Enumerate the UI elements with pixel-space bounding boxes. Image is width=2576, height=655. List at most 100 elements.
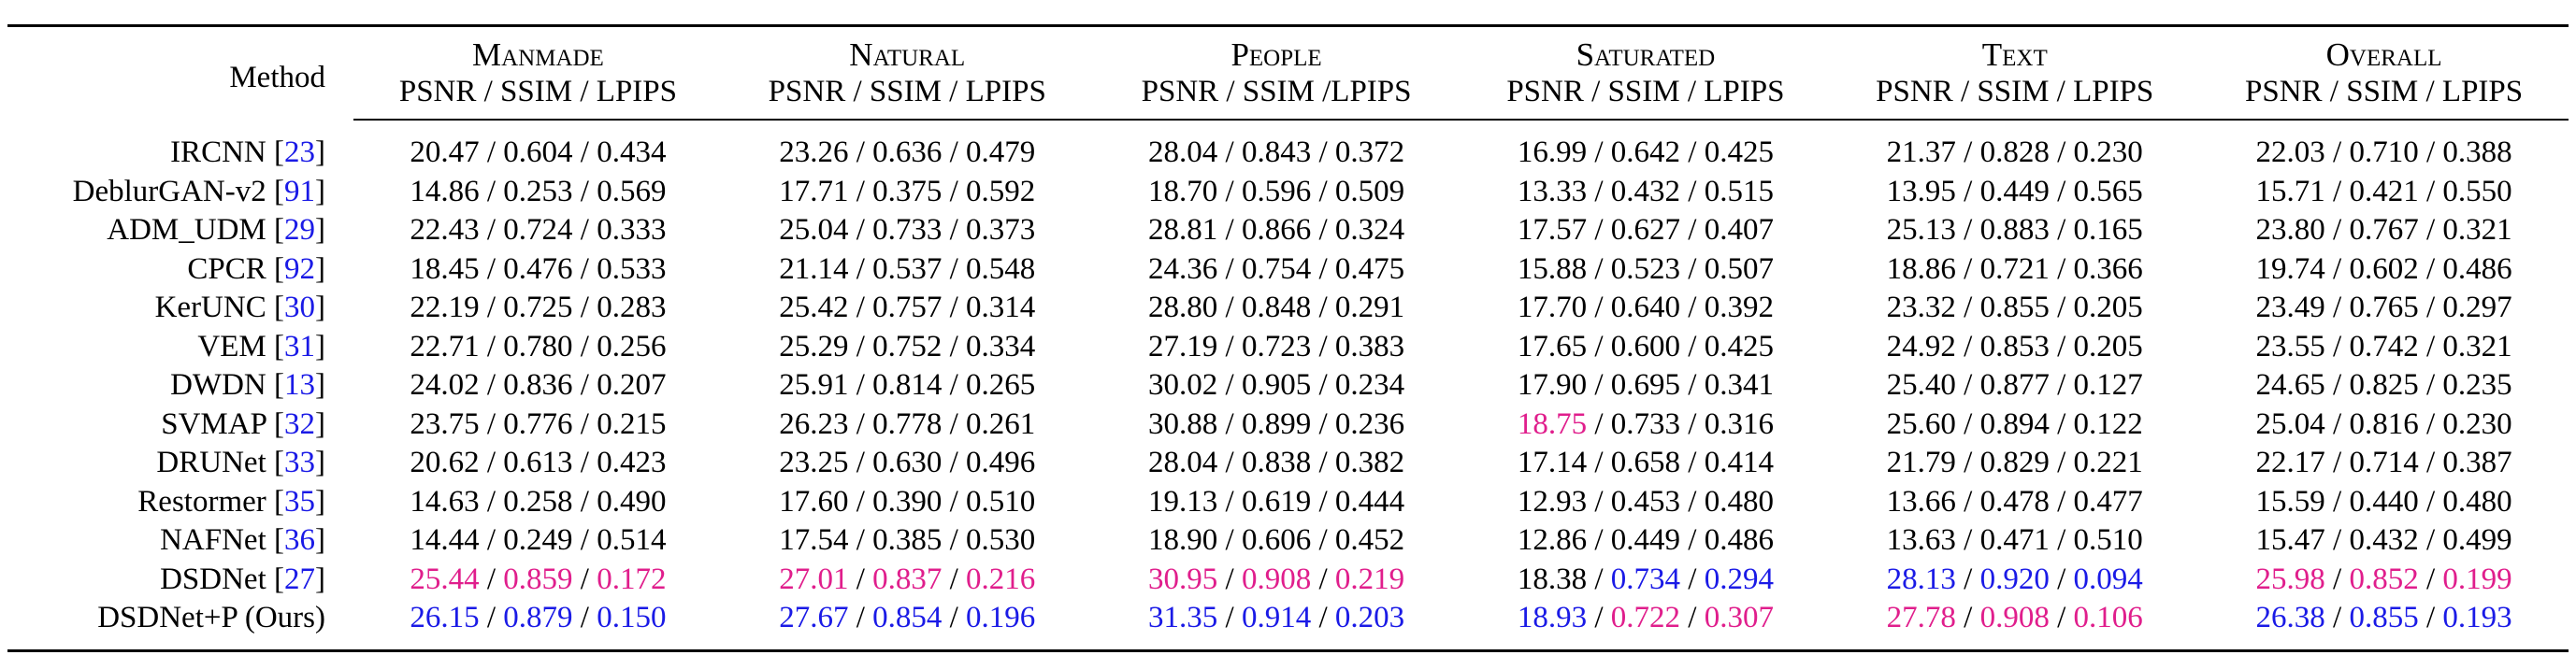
psnr-value: 25.44 bbox=[410, 562, 480, 596]
citation-link[interactable]: 91 bbox=[284, 174, 315, 208]
table-row: Restormer [35] 14.63 / 0.258 / 0.490 17.60… bbox=[7, 483, 2569, 522]
lpips-value: 0.480 bbox=[2442, 484, 2512, 519]
metric-cell: 21.14 / 0.537 / 0.548 bbox=[779, 251, 1036, 286]
psnr-value: 23.26 bbox=[779, 135, 849, 170]
method-name: IRCNN bbox=[170, 135, 266, 169]
lpips-value: 0.373 bbox=[966, 213, 1036, 248]
ssim-value: 0.757 bbox=[872, 291, 943, 325]
header-row-metrics: PSNR / SSIM / LPIPS PSNR / SSIM / LPIPS … bbox=[7, 75, 2569, 121]
metric-cell: 22.43 / 0.724 / 0.333 bbox=[410, 213, 667, 248]
psnr-value: 28.04 bbox=[1148, 135, 1218, 170]
lpips-value: 0.480 bbox=[1704, 484, 1774, 519]
psnr-value: 21.14 bbox=[779, 251, 849, 286]
table-row: DSDNet [27] 25.44 / 0.859 / 0.172 27.01 / … bbox=[7, 561, 2569, 600]
metric-header: PSNR / SSIM / LPIPS bbox=[722, 75, 1092, 121]
lpips-value: 0.219 bbox=[1334, 562, 1405, 596]
psnr-value: 19.74 bbox=[2255, 251, 2325, 286]
lpips-value: 0.321 bbox=[2442, 329, 2512, 363]
metric-cell: 25.91 / 0.814 / 0.265 bbox=[779, 368, 1036, 403]
metric-cell: 17.54 / 0.385 / 0.530 bbox=[779, 523, 1036, 558]
citation-link[interactable]: 35 bbox=[284, 484, 315, 519]
ssim-value: 0.908 bbox=[1979, 601, 2050, 635]
method-name: DeblurGAN-v2 bbox=[72, 174, 266, 208]
lpips-value: 0.479 bbox=[966, 135, 1036, 170]
method-name: DSDNet+P (Ours) bbox=[97, 601, 325, 635]
ssim-value: 0.476 bbox=[503, 251, 573, 286]
ssim-value: 0.627 bbox=[1610, 213, 1681, 248]
ssim-value: 0.776 bbox=[503, 406, 573, 441]
metric-cell: 25.60 / 0.894 / 0.122 bbox=[1886, 406, 2143, 441]
method-name: DSDNet bbox=[160, 562, 266, 596]
metric-cell: 27.01 / 0.837 / 0.216 bbox=[779, 562, 1036, 596]
lpips-value: 0.507 bbox=[1704, 251, 1774, 286]
lpips-value: 0.514 bbox=[597, 523, 667, 558]
citation-link[interactable]: 13 bbox=[284, 368, 315, 403]
citation-link[interactable]: 32 bbox=[284, 406, 315, 441]
psnr-value: 27.78 bbox=[1886, 601, 1956, 635]
psnr-value: 17.90 bbox=[1517, 368, 1588, 403]
psnr-value: 22.03 bbox=[2255, 135, 2325, 170]
ssim-value: 0.855 bbox=[1979, 291, 2050, 325]
ssim-value: 0.640 bbox=[1610, 291, 1681, 325]
lpips-value: 0.496 bbox=[966, 446, 1036, 480]
lpips-value: 0.383 bbox=[1334, 329, 1405, 363]
citation-link[interactable]: 92 bbox=[284, 251, 315, 286]
table-row: CPCR [92] 18.45 / 0.476 / 0.533 21.14 / 0.… bbox=[7, 250, 2569, 290]
citation-link[interactable]: 36 bbox=[284, 523, 315, 558]
psnr-value: 17.65 bbox=[1517, 329, 1588, 363]
ssim-value: 0.828 bbox=[1979, 135, 2050, 170]
metric-cell: 25.44 / 0.859 / 0.172 bbox=[410, 562, 667, 596]
psnr-value: 30.88 bbox=[1148, 406, 1218, 441]
citation-link[interactable]: 33 bbox=[284, 446, 315, 480]
lpips-value: 0.236 bbox=[1334, 406, 1405, 441]
method-cell: DeblurGAN-v2 [91] bbox=[72, 174, 325, 208]
citation-link[interactable]: 30 bbox=[284, 291, 315, 325]
psnr-value: 22.43 bbox=[410, 213, 480, 248]
psnr-value: 17.57 bbox=[1517, 213, 1588, 248]
lpips-value: 0.199 bbox=[2442, 562, 2512, 596]
ssim-value: 0.754 bbox=[1241, 251, 1312, 286]
psnr-value: 25.04 bbox=[2255, 406, 2325, 441]
lpips-value: 0.333 bbox=[597, 213, 667, 248]
citation-link[interactable]: 29 bbox=[284, 213, 315, 248]
psnr-value: 25.04 bbox=[779, 213, 849, 248]
lpips-value: 0.486 bbox=[1704, 523, 1774, 558]
metric-header: PSNR / SSIM / LPIPS bbox=[1461, 75, 1831, 121]
lpips-value: 0.434 bbox=[597, 135, 667, 170]
psnr-value: 25.40 bbox=[1886, 368, 1956, 403]
lpips-value: 0.510 bbox=[966, 484, 1036, 519]
metric-cell: 17.14 / 0.658 / 0.414 bbox=[1517, 446, 1774, 480]
ssim-value: 0.852 bbox=[2349, 562, 2419, 596]
ssim-value: 0.742 bbox=[2349, 329, 2419, 363]
method-name: SVMAP bbox=[161, 406, 266, 441]
method-column-header: Method bbox=[7, 24, 353, 120]
method-cell: DWDN [13] bbox=[170, 368, 325, 403]
ssim-value: 0.816 bbox=[2349, 406, 2419, 441]
metric-cell: 22.03 / 0.710 / 0.388 bbox=[2255, 135, 2512, 170]
citation-link[interactable]: 27 bbox=[284, 562, 315, 596]
metric-cell: 23.32 / 0.855 / 0.205 bbox=[1886, 291, 2143, 325]
method-cell: ADM_UDM [29] bbox=[107, 213, 325, 248]
citation-link[interactable]: 31 bbox=[284, 329, 315, 363]
citation-link[interactable]: 23 bbox=[284, 135, 315, 169]
metric-cell: 15.59 / 0.440 / 0.480 bbox=[2255, 484, 2512, 519]
metric-cell: 25.04 / 0.733 / 0.373 bbox=[779, 213, 1036, 248]
ssim-value: 0.658 bbox=[1610, 446, 1681, 480]
header-row-categories: Method Manmade Natural People Saturated … bbox=[7, 24, 2569, 120]
ssim-value: 0.636 bbox=[872, 135, 943, 170]
psnr-value: 18.90 bbox=[1148, 523, 1218, 558]
ssim-value: 0.695 bbox=[1610, 368, 1681, 403]
psnr-value: 13.33 bbox=[1517, 174, 1588, 208]
psnr-value: 28.81 bbox=[1148, 213, 1218, 248]
ssim-value: 0.724 bbox=[503, 213, 573, 248]
method-cell: KerUNC [30] bbox=[154, 291, 325, 325]
metric-cell: 14.63 / 0.258 / 0.490 bbox=[410, 484, 667, 519]
ssim-value: 0.385 bbox=[872, 523, 943, 558]
ssim-value: 0.920 bbox=[1979, 562, 2050, 596]
psnr-value: 17.14 bbox=[1517, 446, 1588, 480]
metric-cell: 22.19 / 0.725 / 0.283 bbox=[410, 291, 667, 325]
metric-cell: 18.70 / 0.596 / 0.509 bbox=[1148, 174, 1405, 208]
table-row: DWDN [13] 24.02 / 0.836 / 0.207 25.91 / 0.… bbox=[7, 366, 2569, 406]
metric-cell: 31.35 / 0.914 / 0.203 bbox=[1091, 599, 1461, 652]
psnr-value: 13.66 bbox=[1886, 484, 1956, 519]
